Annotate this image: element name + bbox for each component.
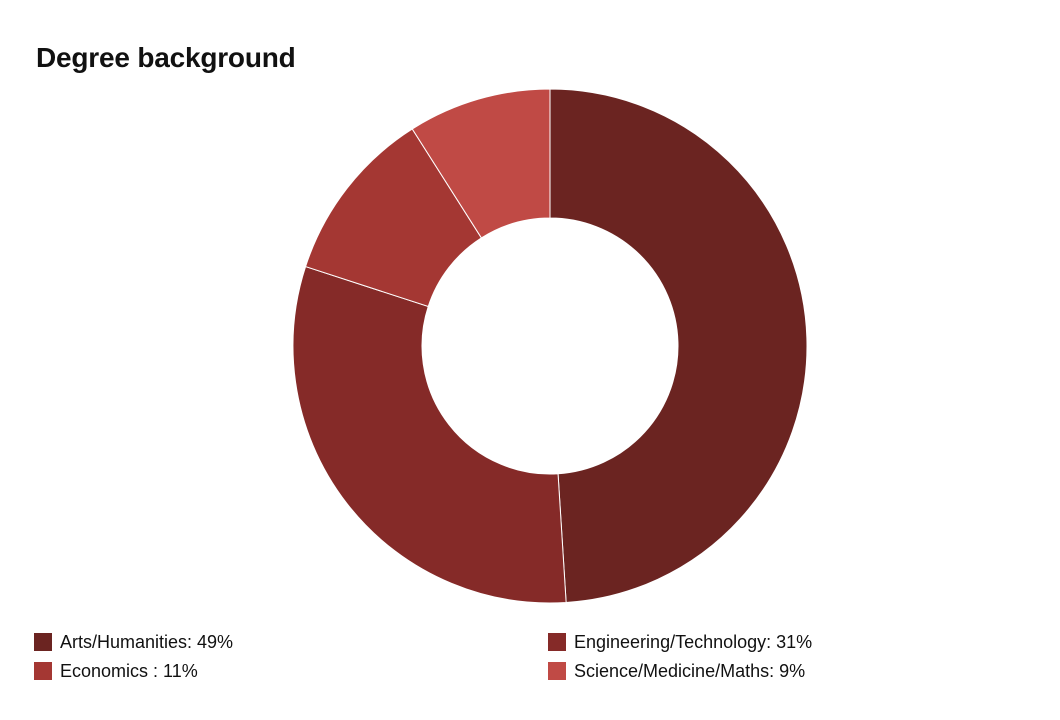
legend-item-engineering-technology: Engineering/Technology: 31% bbox=[548, 632, 1034, 652]
slice-arts-humanities bbox=[549, 88, 808, 604]
legend-swatch-engineering-technology bbox=[548, 633, 566, 651]
legend-item-economics: Economics : 11% bbox=[34, 661, 548, 681]
legend: Arts/Humanities: 49% Engineering/Technol… bbox=[34, 632, 1034, 681]
legend-swatch-science-medicine-maths bbox=[548, 662, 566, 680]
legend-item-science-medicine-maths: Science/Medicine/Maths: 9% bbox=[548, 661, 1034, 681]
slice-science-medicine-maths bbox=[411, 88, 551, 239]
legend-swatch-arts-humanities bbox=[34, 633, 52, 651]
legend-label-economics: Economics : 11% bbox=[60, 661, 198, 681]
legend-label-arts-humanities: Arts/Humanities: 49% bbox=[60, 632, 234, 652]
donut-slices bbox=[292, 88, 808, 604]
legend-label-engineering-technology: Engineering/Technology: 31% bbox=[574, 632, 813, 652]
legend-item-arts-humanities: Arts/Humanities: 49% bbox=[34, 632, 548, 652]
legend-swatch-economics bbox=[34, 662, 52, 680]
slice-engineering-technology bbox=[292, 265, 567, 604]
chart-title: Degree background bbox=[36, 42, 296, 73]
legend-label-science-medicine-maths: Science/Medicine/Maths: 9% bbox=[574, 661, 806, 681]
